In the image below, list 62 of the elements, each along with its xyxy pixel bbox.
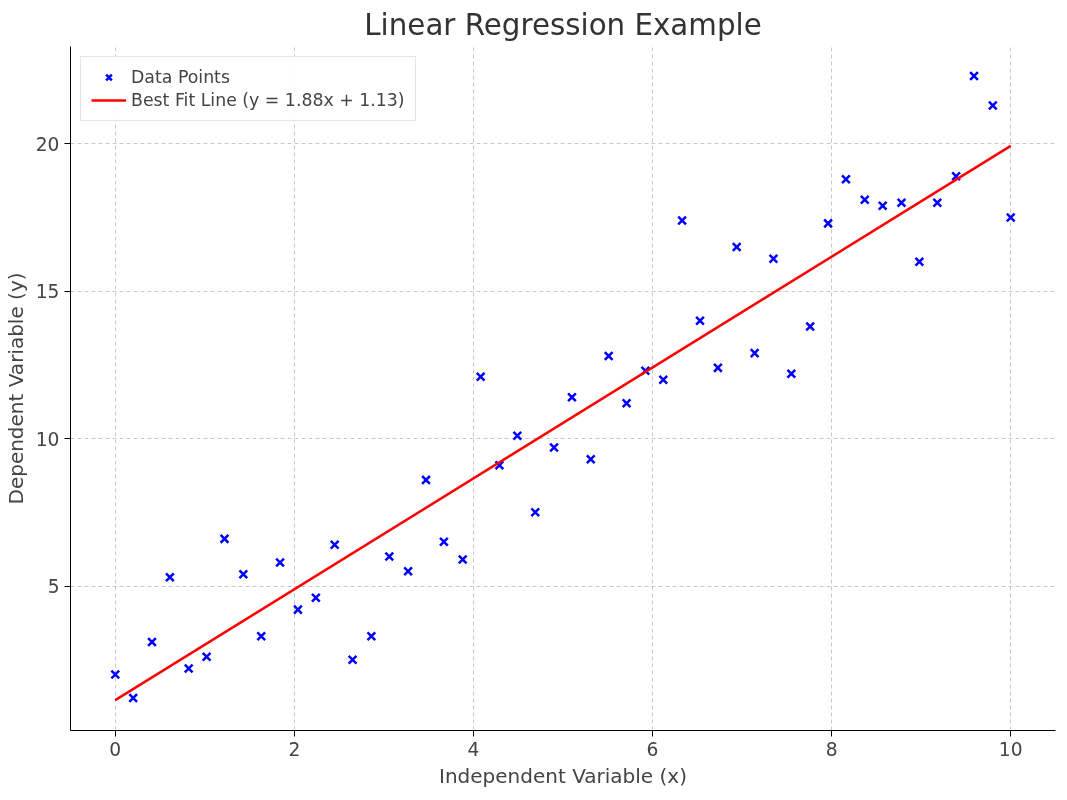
point	[438, 536, 450, 547]
point	[146, 636, 158, 648]
point	[238, 569, 249, 580]
point	[805, 321, 816, 332]
y-axis-title: Dependent Variable (y)	[3, 272, 28, 505]
point	[420, 474, 432, 486]
y-tick-label: 15	[35, 281, 60, 303]
legend-label: Data Points	[131, 67, 230, 87]
point	[164, 572, 176, 583]
point	[658, 374, 669, 385]
point	[329, 539, 340, 550]
x-tick-label: 10	[998, 738, 1023, 760]
x-tick-label: 2	[288, 738, 301, 760]
point	[859, 194, 870, 205]
point	[201, 651, 212, 662]
x-tick-label: 6	[646, 738, 659, 760]
point	[896, 197, 907, 208]
point	[384, 551, 395, 562]
point	[1005, 212, 1016, 223]
point	[621, 398, 632, 409]
point	[402, 566, 414, 577]
point	[110, 669, 121, 680]
y-tick-label: 5	[47, 576, 60, 598]
point	[731, 241, 742, 253]
point	[712, 362, 724, 373]
point	[274, 557, 286, 568]
point	[676, 215, 688, 226]
point	[475, 371, 486, 382]
point	[840, 174, 852, 185]
point	[932, 197, 943, 208]
point	[566, 392, 578, 403]
point	[219, 533, 230, 544]
point	[786, 368, 797, 379]
chart-title: Linear Regression Example	[364, 7, 762, 42]
point	[183, 663, 194, 674]
point	[347, 654, 358, 665]
point	[749, 347, 760, 359]
point	[987, 100, 998, 111]
point	[585, 454, 596, 465]
x-axis-title: Independent Variable (x)	[439, 763, 687, 788]
point	[822, 218, 834, 229]
point	[256, 631, 267, 642]
point	[694, 315, 706, 326]
point	[128, 692, 139, 704]
point	[768, 253, 779, 264]
x-tick-label: 8	[825, 738, 838, 760]
y-tick-label: 10	[35, 428, 60, 450]
point	[512, 430, 523, 441]
point	[292, 604, 304, 615]
y-tick-label: 20	[35, 133, 60, 155]
point	[548, 442, 560, 453]
point	[457, 554, 468, 565]
point	[366, 631, 377, 642]
point	[968, 70, 980, 82]
point	[877, 200, 888, 211]
point	[914, 256, 925, 267]
legend-label: Best Fit Line (y = 1.88x + 1.13)	[131, 90, 405, 110]
x-tick-label: 4	[467, 738, 480, 760]
point	[603, 350, 614, 362]
point	[530, 507, 541, 518]
point	[310, 592, 321, 603]
x-tick-label: 0	[109, 738, 122, 760]
